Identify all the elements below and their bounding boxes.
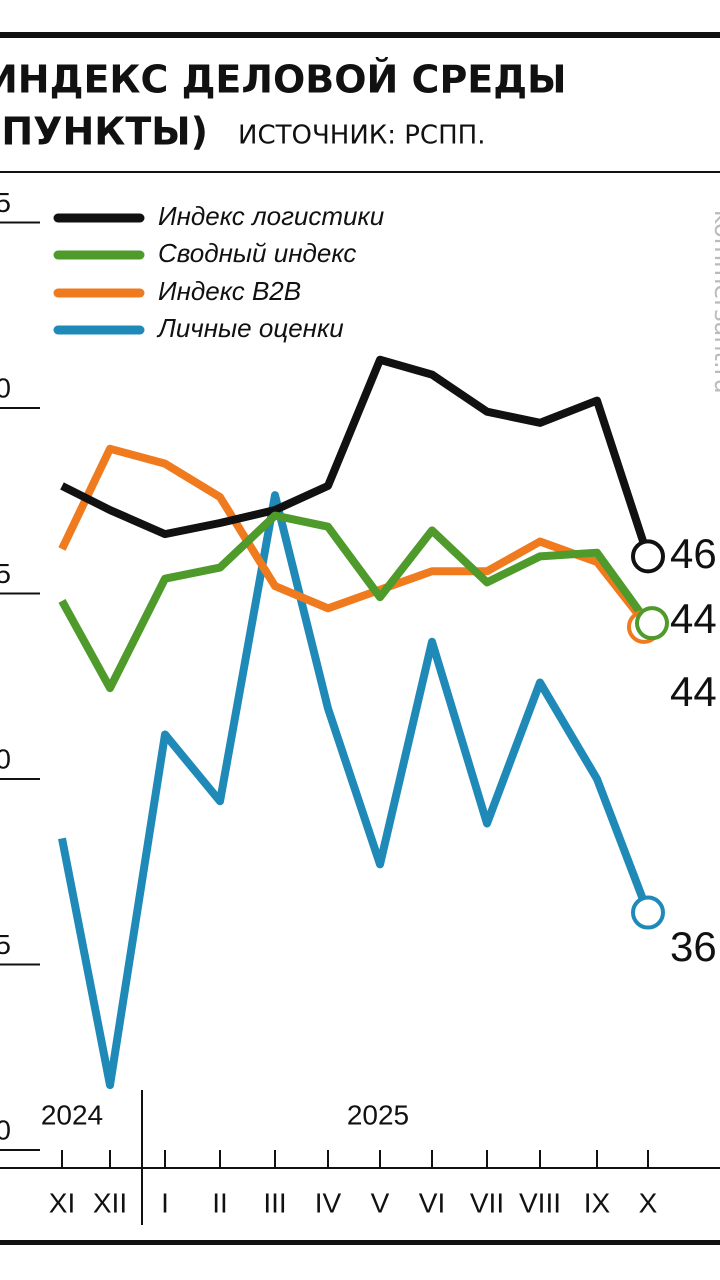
y-tick-label: 0	[0, 372, 11, 403]
year-label: 2024	[41, 1099, 103, 1130]
x-tick-label: II	[212, 1187, 228, 1218]
end-label: 44,	[670, 595, 720, 642]
legend-label: Индекс логистики	[158, 201, 384, 231]
x-tick-label: IV	[315, 1187, 342, 1218]
end-label: 36,	[670, 923, 720, 970]
chart-subtitle: (ПУНКТЫ)	[0, 110, 208, 154]
end-marker	[631, 895, 665, 930]
source: ИСТОЧНИК: РСПП.	[238, 121, 485, 151]
x-tick-label: VIII	[519, 1187, 561, 1218]
x-tick-label: IX	[584, 1187, 611, 1218]
y-tick-label: 5	[0, 929, 11, 960]
legend-label: Сводный индекс	[158, 238, 356, 268]
end-label: 46,	[670, 530, 720, 577]
top-rule	[0, 32, 720, 38]
x-tick-label: XII	[93, 1187, 127, 1218]
x-tick-label: XI	[49, 1187, 75, 1218]
end-marker	[631, 539, 665, 574]
y-tick-label: 5	[0, 187, 11, 218]
end-label: 44,	[670, 668, 720, 715]
y-tick-label: 0	[0, 743, 11, 774]
x-tick-label: III	[263, 1187, 286, 1218]
series-line	[58, 491, 652, 1090]
series-line	[58, 444, 652, 630]
y-tick-label: 0	[0, 1114, 11, 1145]
x-tick-label: VI	[419, 1187, 445, 1218]
legend-label: Индекс B2B	[158, 276, 301, 306]
x-tick-label: X	[639, 1187, 658, 1218]
series-line	[60, 355, 652, 558]
bottom-rule	[0, 1240, 720, 1245]
y-tick-label: 5	[0, 558, 11, 589]
title-rule	[0, 171, 720, 173]
year-label: 2025	[347, 1099, 409, 1130]
watermark: kommersant.ru	[709, 210, 720, 394]
series-line	[58, 511, 652, 693]
x-tick-label: I	[161, 1187, 169, 1218]
end-marker	[635, 606, 669, 641]
x-tick-label: V	[371, 1187, 390, 1218]
chart-title: ИНДЕКС ДЕЛОВОЙ СРЕДЫ	[0, 58, 566, 102]
legend-label: Личные оценки	[156, 313, 344, 343]
x-tick-label: VII	[470, 1187, 504, 1218]
